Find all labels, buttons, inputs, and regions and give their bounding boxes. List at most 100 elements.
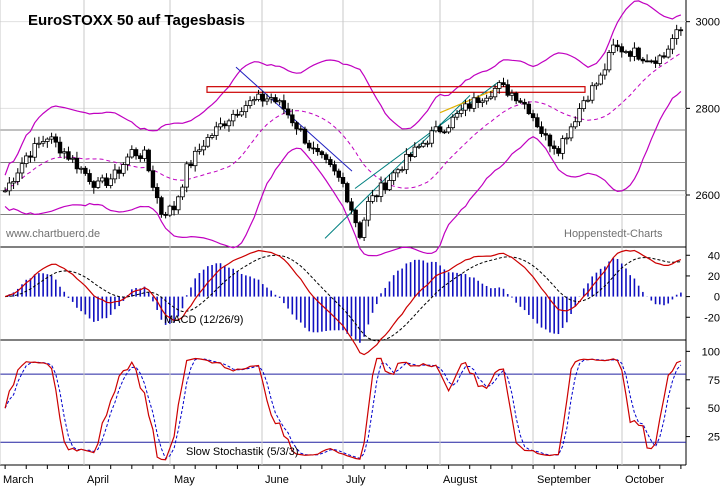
candle-body [391,172,396,181]
candle-body [116,169,122,174]
candle-body [594,83,599,87]
candle-body [560,138,565,154]
candle-body [551,145,557,149]
candle-body [230,113,236,122]
candle-body [505,84,510,96]
candle-body [146,149,151,172]
candle-body [644,60,650,63]
candle-body [167,205,173,216]
macd-line [4,249,682,356]
candle-body [184,163,189,188]
candle-body [19,163,25,174]
candle-body [577,108,582,123]
candle-body [623,51,629,53]
candle-body [273,97,278,103]
y-tick-label: 2800 [696,103,720,115]
candle-body [649,60,654,63]
candle-body [138,155,143,159]
bollinger-upper [4,0,682,176]
candle-body [488,96,494,99]
candle-body [530,113,536,119]
month-label-october: October [625,474,664,486]
candle-body [467,103,472,109]
candle-body [374,195,379,198]
month-label-april: April [87,474,109,486]
chart-title: EuroSTOXX 50 auf Tagesbasis [28,12,245,29]
candle-body [125,156,130,165]
candle-body [209,135,215,138]
candle-body [24,155,29,165]
candle-body [547,134,553,147]
candle-body [112,169,118,180]
candle-body [446,127,451,133]
candle-body [429,130,434,144]
candle-body [556,148,561,154]
candle-body [349,201,354,211]
candle-body [450,116,456,129]
candle-body [606,52,612,71]
y-tick-label: 75 [708,375,720,387]
candle-body [256,93,261,100]
candle-body [543,133,548,136]
candle-body [277,100,282,103]
candle-body [471,97,477,109]
candle-body [513,92,519,102]
candle-body [353,209,358,224]
y-tick-label: 3000 [696,17,720,29]
candle-body [459,109,464,114]
candle-body [640,58,646,62]
candle-body [218,123,223,128]
stoch-d-line [4,358,682,460]
candle-body [192,150,198,167]
candle-body [323,154,329,160]
candle-body [235,113,240,116]
candle-body [243,105,249,113]
candle-body [421,142,426,147]
y-tick-label: 0 [714,292,720,304]
uptrend-line [324,94,471,239]
candle-body [564,137,570,140]
candle-body [408,153,413,157]
candle-body [142,149,147,159]
candle-body [404,153,409,171]
stoch-label: Slow Stochastik (5/3/3) [186,446,299,458]
candle-body [28,155,33,158]
month-label-june: June [265,474,289,486]
candle-body [2,190,8,193]
candle-body [666,48,671,58]
candle-body [463,103,468,111]
candle-body [87,173,92,182]
candle-body [100,177,105,182]
candle-body [49,136,54,140]
month-label-may: May [174,474,195,486]
candle-body [319,151,325,156]
candle-body [653,60,658,64]
candle-body [252,99,257,102]
y-tick-label: 25 [708,432,720,444]
candle-body [176,196,181,211]
candle-body [108,178,113,186]
y-tick-label: 20 [708,271,720,283]
candle-body [378,182,384,197]
candle-body [484,97,489,102]
candle-body [129,149,135,158]
candle-body [632,47,637,57]
candle-body [480,100,485,104]
candle-body [11,181,16,184]
candle-body [36,142,42,145]
candle-body [425,142,430,145]
candle-body [260,93,265,102]
candle-body [526,103,532,115]
watermark-right: Hoppenstedt-Charts [564,228,663,240]
candle-body [661,55,667,58]
candle-body [395,169,401,174]
candle-body [497,82,502,89]
candle-body [611,44,616,53]
candle-body [74,157,80,170]
month-label-august: August [443,474,477,486]
candle-body [197,149,202,152]
candle-body [383,182,388,191]
moving-average [4,52,682,192]
candle-body [628,51,633,57]
candle-body [7,182,12,192]
